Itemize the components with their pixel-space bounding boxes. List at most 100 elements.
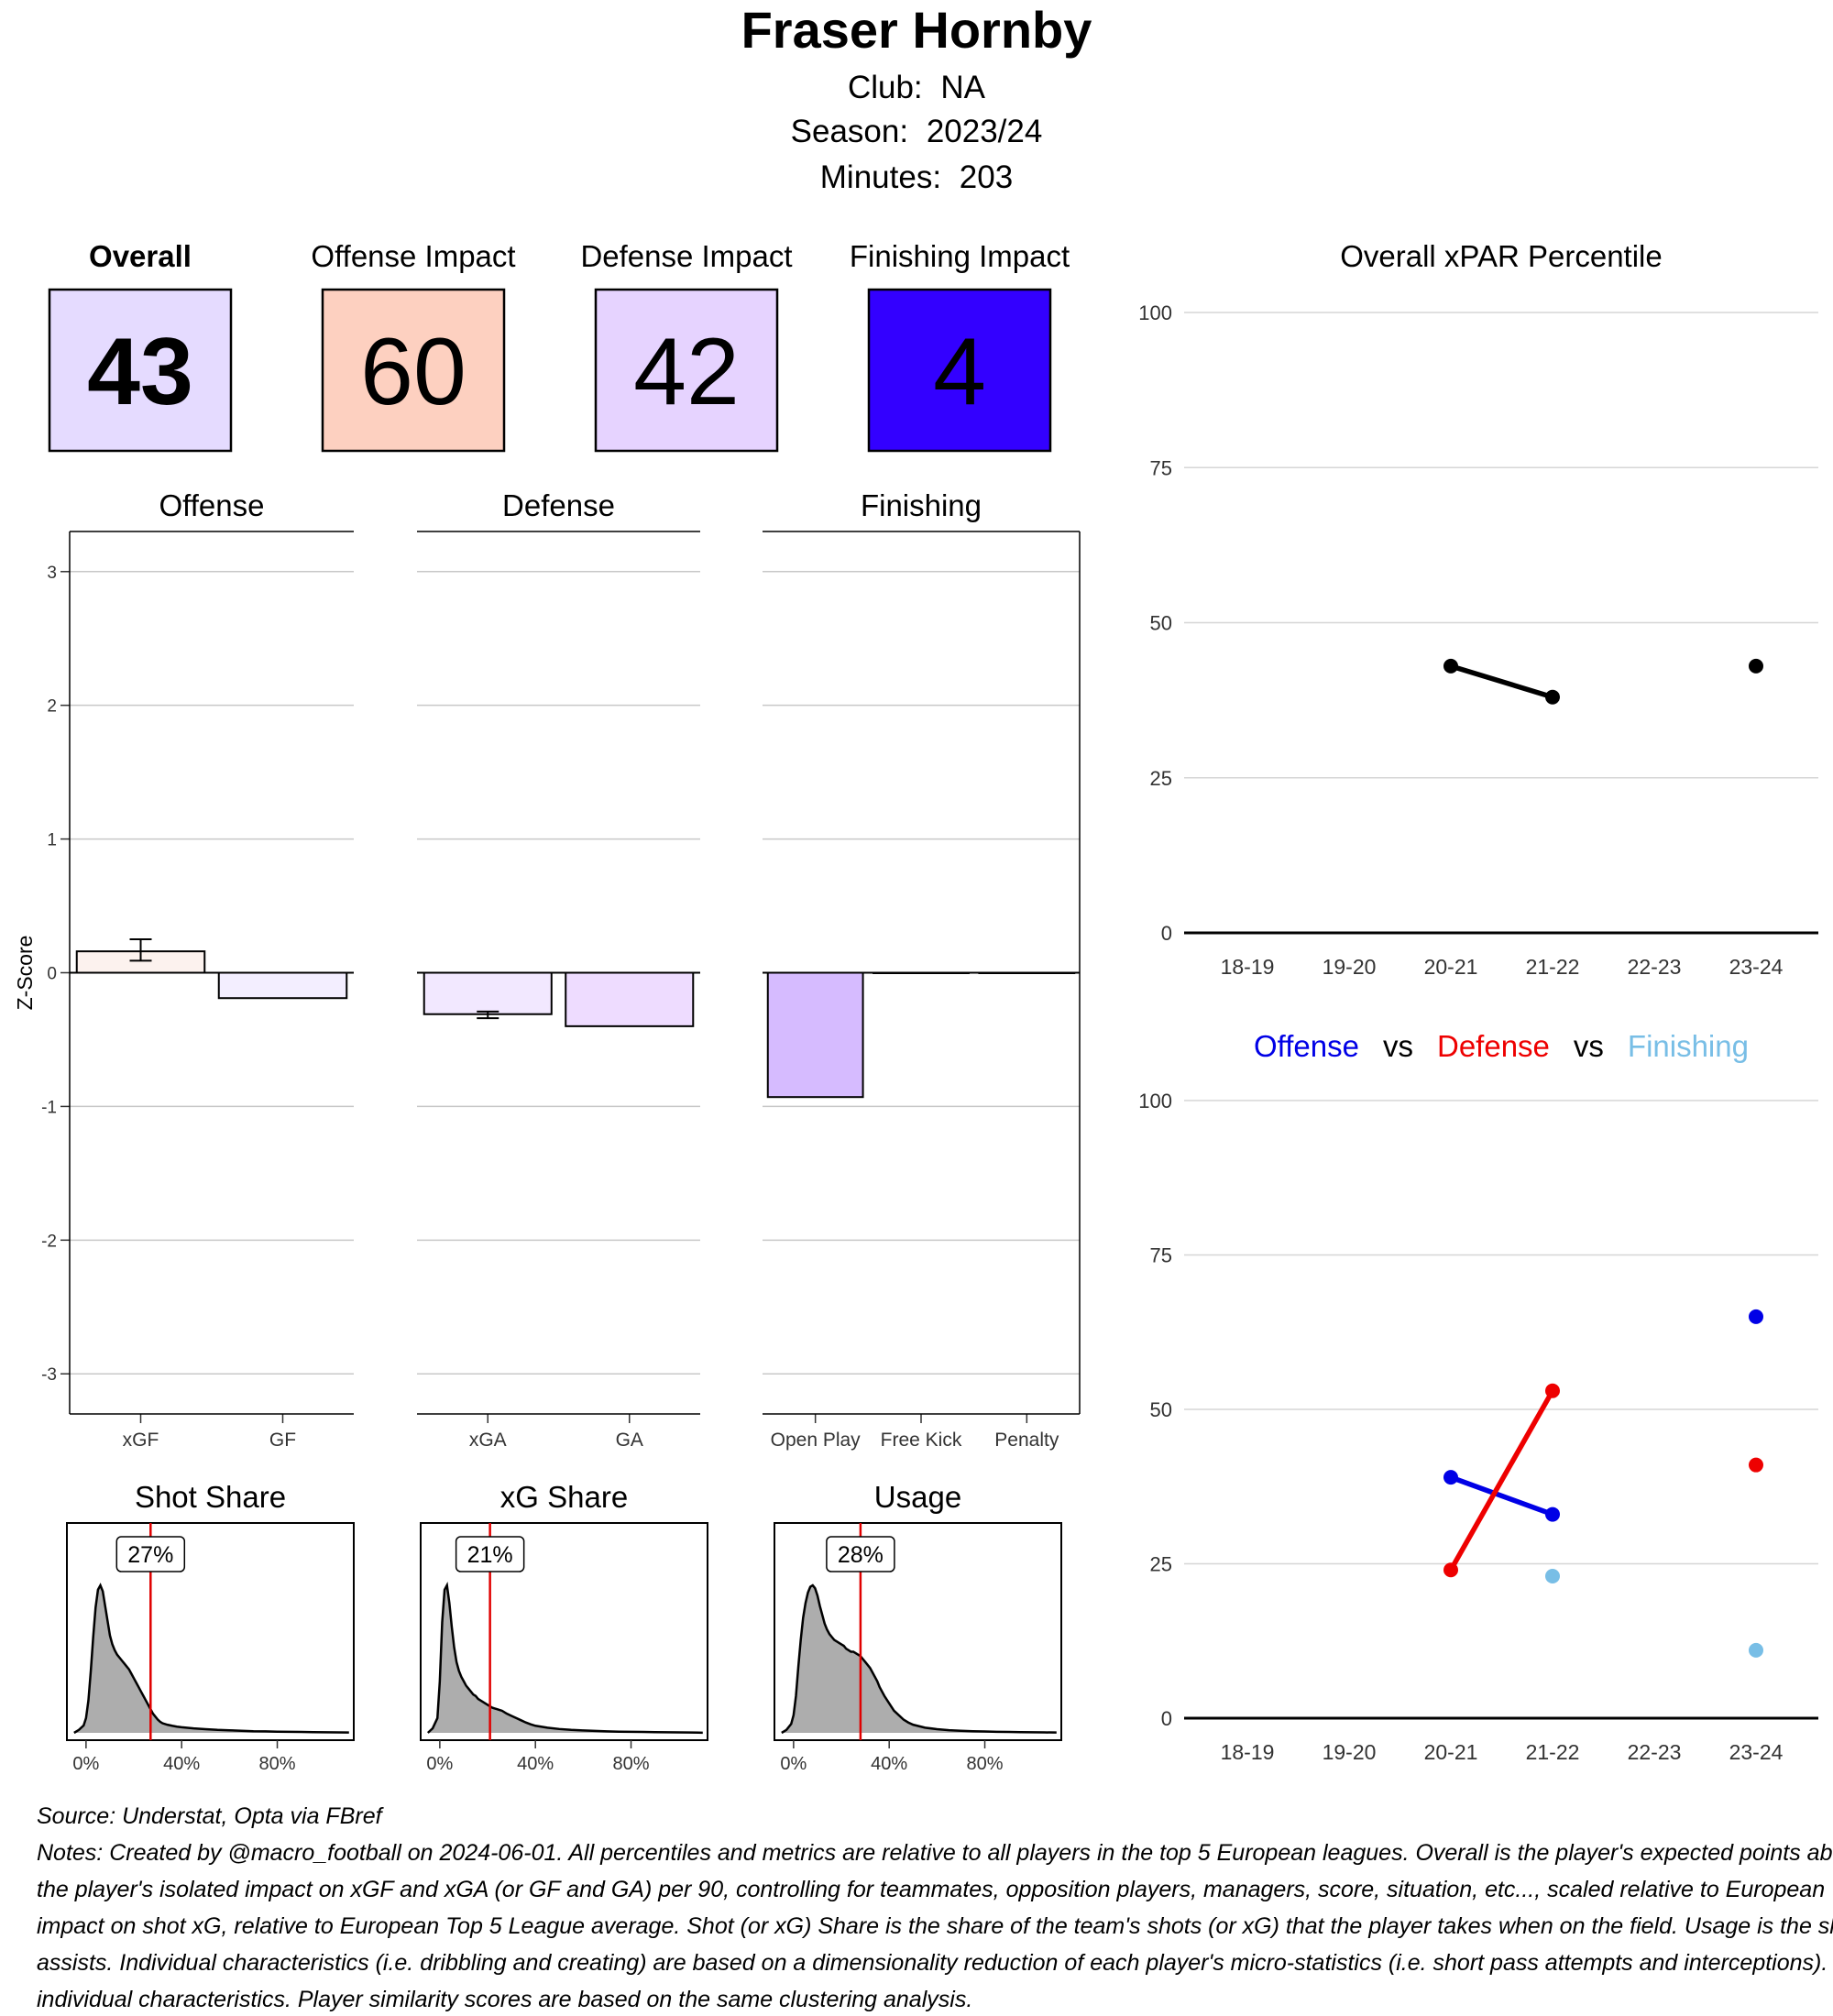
club-line: Club: NA	[848, 70, 986, 105]
x-tick-label: 40%	[517, 1754, 554, 1774]
series-segment	[1448, 1388, 1555, 1572]
value-label-box	[115, 1536, 186, 1572]
x-tick-label: 0%	[780, 1754, 807, 1774]
facet-title: Finishing	[861, 488, 982, 522]
svg-text:Season: 2023/24: Season: 2023/24	[791, 114, 1043, 149]
x-tick-label: 80%	[967, 1754, 1004, 1774]
data-point	[1545, 1383, 1560, 1398]
y-tick-label: 2	[47, 697, 57, 717]
impact-tiles: Overall 43 Offense Impact 60 Defense Impact 4…	[48, 239, 1070, 453]
tile-box	[321, 288, 506, 453]
x-tick-label: xGF	[123, 1430, 159, 1451]
data-point	[1545, 689, 1560, 705]
y-tick-label: 0	[47, 965, 57, 984]
component-percentile-chart: Offense vs Defense vs Finishing 100 75 50 25 0 18-…	[1138, 1029, 1818, 1764]
tile-label: Finishing Impact	[850, 239, 1070, 273]
y-tick-label: 75	[1150, 1244, 1172, 1267]
notes-line: the player's isolated impact on xGF and …	[37, 1877, 1833, 1902]
y-tick-label: 3	[47, 564, 57, 583]
season-value: 2023/24	[927, 114, 1043, 149]
x-tick-label: 40%	[871, 1754, 907, 1774]
y-tick-label: 50	[1150, 1398, 1172, 1421]
facet-finishing: Finishing Open Play Free Kick Penalty	[763, 488, 1081, 1451]
x-tick-label: 0%	[72, 1754, 99, 1774]
tile-value: 4	[933, 319, 986, 425]
x-tick-label: 40%	[163, 1754, 200, 1774]
x-tick-label: 80%	[259, 1754, 296, 1774]
header: Fraser Hornby Club: NA Season: 2023/24 M…	[741, 1, 1092, 195]
density-area	[427, 1585, 703, 1733]
season-line: Season: 2023/24	[791, 114, 1043, 149]
x-tick-label: 22-23	[1628, 1740, 1682, 1764]
x-tick-label: 19-20	[1323, 1740, 1377, 1764]
notes-line: assists. Individual characteristics (i.e…	[37, 1950, 1833, 1976]
data-point	[1749, 1642, 1763, 1658]
x-tick-label: Penalty	[994, 1430, 1059, 1451]
density-title: Shot Share	[135, 1480, 286, 1514]
value-label-box	[455, 1536, 525, 1572]
y-tick-label: 25	[1150, 1553, 1172, 1576]
tile-label: Offense Impact	[311, 239, 515, 273]
tile-value: 43	[87, 319, 193, 425]
season-label: Season:	[791, 114, 908, 149]
data-point	[1443, 1470, 1458, 1485]
value-label: 21%	[467, 1542, 513, 1568]
tile-value: 42	[633, 319, 740, 425]
y-tick-label: 0	[1161, 1707, 1172, 1730]
svg-text:Club: NA: Club: NA	[848, 70, 986, 105]
y-tick-label: 1	[47, 831, 57, 850]
data-point	[1443, 658, 1458, 674]
density-line	[73, 1583, 349, 1735]
facet-title: Defense	[502, 488, 615, 522]
z-score-chart: Z-Score 3 2 1 0 -1 -2 -3 Offense xGF GF Defense xGA G…	[13, 488, 1081, 1451]
x-tick-label: 0%	[426, 1754, 453, 1774]
data-point	[1749, 1309, 1763, 1324]
minutes-value: 203	[960, 159, 1013, 195]
density-title: xG Share	[500, 1480, 628, 1514]
x-tick-label: 23-24	[1729, 1740, 1784, 1764]
x-tick-label: Open Play	[771, 1430, 862, 1451]
club-label: Club:	[848, 70, 923, 105]
title-part: Defense	[1437, 1029, 1550, 1063]
y-tick-label: 100	[1138, 1090, 1172, 1112]
value-label: 27%	[127, 1542, 173, 1568]
share-distributions: Shot Share 27% 0% 40% 80% xG Share 21% 0% 40% 80%…	[66, 1480, 1062, 1774]
series-segment	[1448, 663, 1555, 700]
y-tick-label: 75	[1150, 456, 1172, 479]
bar	[766, 971, 864, 1099]
tile-box	[48, 288, 233, 453]
data-point	[1749, 1457, 1763, 1473]
minutes-label: Minutes:	[820, 159, 941, 195]
data-point	[1545, 1507, 1560, 1522]
facet-title: Offense	[159, 488, 265, 522]
data-point	[1545, 1568, 1560, 1583]
x-tick-label: 21-22	[1526, 955, 1580, 979]
bar	[423, 971, 553, 1015]
player-name: Fraser Hornby	[741, 1, 1092, 59]
source-line: Source: Understat, Opta via FBref	[37, 1803, 382, 1829]
chart-title: Offense vs Defense vs Finishing	[1254, 1029, 1749, 1063]
data-point	[1443, 1562, 1458, 1578]
title-part: Offense	[1254, 1029, 1359, 1063]
tile-box	[867, 288, 1052, 453]
series-segment	[1448, 1474, 1555, 1517]
chart-title: Overall xPAR Percentile	[1340, 239, 1663, 273]
y-tick-label: 100	[1138, 301, 1172, 324]
facet-offense: Offense xGF GF	[69, 488, 354, 1451]
density-line	[781, 1583, 1057, 1735]
bar	[565, 971, 695, 1027]
density-panel: Usage 28% 0% 40% 80%	[774, 1480, 1062, 1774]
x-tick-label: 18-19	[1221, 955, 1275, 979]
y-axis-title: Z-Score	[13, 936, 37, 1011]
x-tick-label: 18-19	[1221, 1740, 1275, 1764]
y-tick-label: 0	[1161, 922, 1172, 945]
x-tick-label: 80%	[613, 1754, 650, 1774]
title-part: Finishing	[1628, 1029, 1749, 1063]
tile-box	[594, 288, 779, 453]
tile-value: 60	[360, 319, 466, 425]
tile-label: Defense Impact	[580, 239, 792, 273]
facet-defense: Defense xGA GA	[417, 488, 700, 1451]
x-tick-label: Free Kick	[881, 1430, 962, 1451]
svg-text:Minutes: 203: Minutes: 203	[820, 159, 1013, 195]
x-tick-label: xGA	[469, 1430, 507, 1451]
